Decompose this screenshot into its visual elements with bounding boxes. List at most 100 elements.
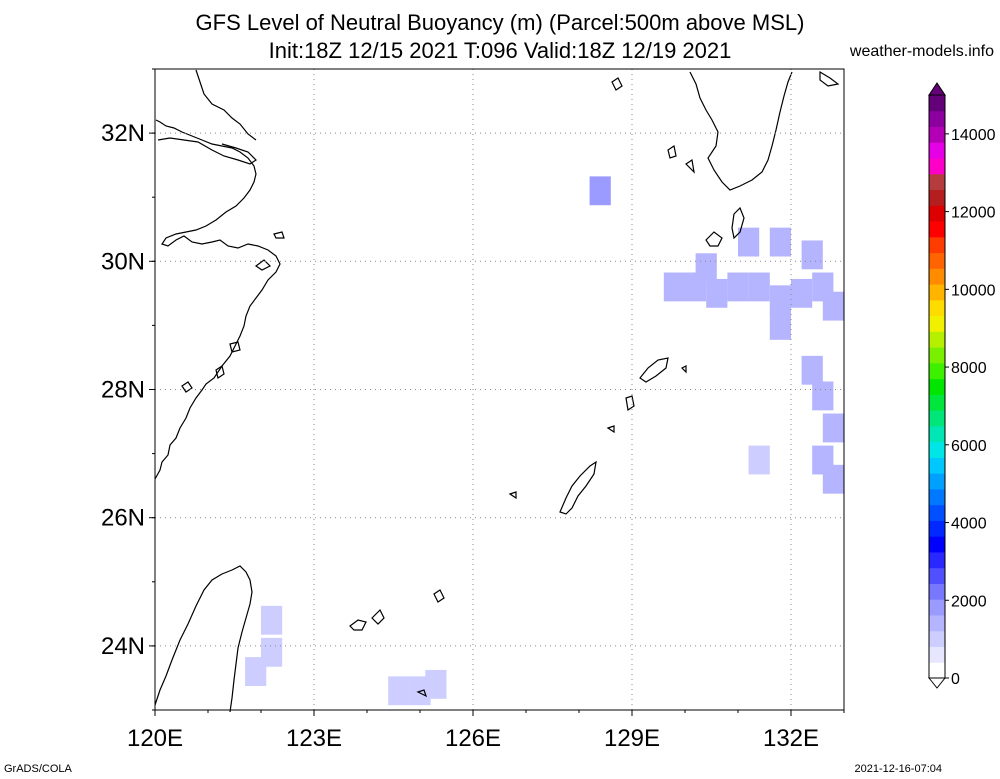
lon-tick-label: 126E	[445, 725, 501, 752]
colorbar-segment	[929, 95, 945, 112]
colorbar-segment	[929, 347, 945, 364]
lnb-cell	[727, 272, 749, 302]
footer-timestamp: 2021-12-16-07:04	[854, 763, 942, 775]
colorbar-segment	[929, 284, 945, 301]
miyako	[349, 608, 385, 631]
yakushima	[705, 231, 723, 247]
lnb-cell	[748, 272, 770, 302]
colorbar-segment	[929, 268, 945, 285]
map-title: GFS Level of Neutral Buoyancy (m) (Parce…	[195, 10, 805, 35]
lon-ticks: 120E 123E 126E 129E 132E	[127, 710, 845, 752]
colorbar-segment	[929, 158, 945, 175]
kyushu-coastline	[689, 71, 793, 191]
lat-tick-label: 28N	[101, 377, 145, 404]
colorbar-segment	[929, 536, 945, 553]
goto-islands	[667, 145, 695, 174]
lnb-cell	[738, 227, 760, 257]
map-subtitle: Init:18Z 12/15 2021 T:096 Valid:18Z 12/1…	[268, 38, 732, 63]
colorbar-segment	[929, 126, 945, 143]
colorbar-segment	[929, 189, 945, 206]
lnb-cell	[261, 605, 283, 635]
coastline-layer	[154, 69, 840, 713]
colorbar-segment	[929, 110, 945, 128]
lat-tick-label: 26N	[101, 505, 145, 532]
colorbar-segment	[929, 488, 945, 506]
colorbar-segment	[929, 441, 945, 458]
lnb-cell	[801, 355, 823, 385]
colorbar-segment	[929, 425, 945, 443]
okinawa	[559, 460, 597, 515]
lnb-cell	[812, 381, 834, 411]
lnb-cell	[822, 464, 844, 494]
colorbar-top-arrow	[928, 82, 946, 96]
lnb-cell	[589, 176, 611, 206]
lnb-cell	[245, 657, 267, 686]
colorbar-segment	[929, 299, 945, 317]
colorbar-segment	[929, 252, 945, 269]
colorbar-segment	[929, 599, 945, 616]
colorbar-segment	[929, 630, 945, 647]
senkaku	[433, 589, 445, 603]
lnb-cells-layer	[245, 176, 844, 706]
amami	[639, 357, 669, 383]
site-label: weather-models.info	[849, 43, 994, 60]
lnb-cell	[822, 413, 844, 443]
colorbar-segment	[929, 646, 945, 663]
colorbar-label: 8000	[951, 360, 987, 377]
colorbar-label: 10000	[951, 282, 996, 299]
chinese-islands	[181, 231, 285, 393]
taiwan-coastline	[154, 565, 253, 713]
colorbar-bottom-arrow	[927, 677, 947, 689]
lnb-cell	[663, 272, 685, 302]
colorbar-segment	[929, 378, 945, 395]
colorbar-segment	[929, 142, 945, 159]
colorbar-segment	[929, 394, 945, 411]
lon-tick-label: 120E	[127, 725, 183, 752]
colorbar-label: 14000	[951, 127, 996, 144]
lnb-cell	[822, 291, 844, 321]
lnb-cell	[425, 669, 447, 699]
lnb-cell	[791, 278, 813, 308]
colorbar-segment	[929, 315, 945, 332]
colorbar-segment	[929, 520, 945, 537]
colorbar-segment	[929, 410, 945, 427]
lnb-cell	[685, 272, 707, 302]
colorbar: 0 2000 4000 6000 8000 10000 12000 14000	[927, 82, 996, 689]
colorbar-segment	[929, 614, 945, 632]
china-coastline	[154, 119, 281, 480]
colorbar-label: 2000	[951, 593, 987, 610]
colorbar-segment	[929, 457, 945, 474]
colorbar-label: 0	[951, 671, 960, 688]
colorbar-segment	[929, 567, 945, 584]
yaku-small	[680, 365, 687, 374]
lnb-cell	[801, 240, 823, 270]
lnb-cell	[706, 278, 728, 308]
lat-tick-label: 30N	[101, 248, 145, 275]
lon-tick-label: 129E	[604, 725, 660, 752]
colorbar-segment	[929, 205, 945, 222]
colorbar-label: 12000	[951, 205, 996, 222]
yaeyama	[416, 689, 428, 698]
north-coastline	[195, 69, 257, 141]
kume	[508, 491, 517, 500]
lat-tick-label: 32N	[101, 120, 145, 147]
lnb-cell	[769, 227, 791, 257]
colorbar-label: 6000	[951, 438, 987, 455]
lnb-cell	[748, 445, 770, 475]
colorbar-segment	[929, 473, 945, 490]
colorbar-segment	[929, 221, 945, 238]
colorbar-segment	[929, 504, 945, 521]
yangtze-estuary	[157, 137, 257, 165]
footer-credit: GrADS/COLA	[4, 763, 72, 775]
colorbar-segment	[929, 662, 945, 679]
lnb-cell	[769, 285, 791, 315]
lnb-cell	[769, 310, 791, 340]
kyushu-islands	[611, 70, 840, 91]
colorbar-label: 4000	[951, 516, 987, 533]
okinoerabu	[606, 425, 615, 434]
colorbar-segment	[929, 583, 945, 600]
lat-tick-label: 24N	[101, 633, 145, 660]
lat-ticks: 24N 26N 28N 30N 32N	[101, 68, 155, 711]
colorbar-segment	[929, 331, 945, 348]
